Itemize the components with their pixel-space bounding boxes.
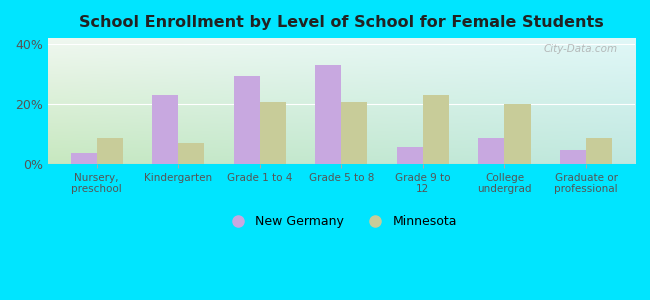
Title: School Enrollment by Level of School for Female Students: School Enrollment by Level of School for… [79,15,604,30]
Bar [560,150,586,164]
Bar [178,143,204,164]
Bar [71,153,97,164]
Legend: New Germany, Minnesota: New Germany, Minnesota [220,210,462,233]
Bar [315,65,341,164]
Bar [423,95,449,164]
Bar [504,104,530,164]
Bar [234,76,260,164]
Bar [341,103,367,164]
Bar [97,138,123,164]
Bar [478,138,504,164]
Bar [152,95,178,164]
Bar [260,103,286,164]
Bar [586,138,612,164]
Text: City-Data.com: City-Data.com [543,44,618,54]
Bar [397,147,423,164]
